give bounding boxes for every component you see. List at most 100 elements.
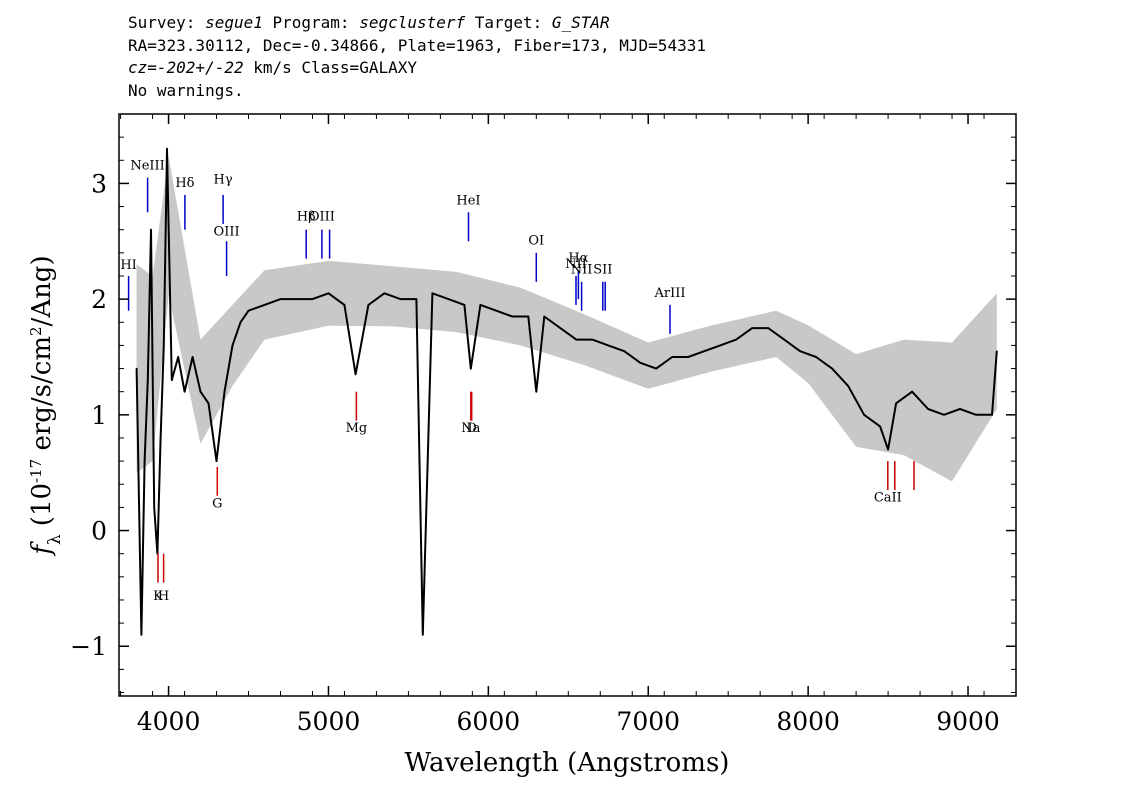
error-band-layer (136, 156, 997, 482)
program-value: segclusterf (359, 13, 466, 32)
emission-line-label: HI (120, 258, 136, 273)
cz-prefix: cz (128, 58, 148, 77)
flux-point (177, 356, 179, 358)
flux-point (215, 460, 218, 462)
flux-point (887, 448, 889, 451)
flux-point (996, 350, 998, 353)
emission-line-label: HeI (456, 193, 480, 208)
absorption-line-label: D (466, 421, 476, 436)
flux-point (959, 408, 961, 410)
y-tick-label: 2 (91, 285, 107, 314)
flux-point (447, 298, 450, 300)
flux-point (383, 292, 386, 295)
flux-error-band (136, 156, 997, 482)
emission-line-label: Hβ (297, 209, 316, 224)
flux-point (153, 506, 155, 509)
header-line-survey: Survey: segue1 Program: segclusterf Targ… (128, 12, 706, 35)
flux-point (767, 327, 769, 329)
flux-point (751, 327, 753, 329)
flux-point (415, 298, 418, 300)
target-label: Target: (465, 13, 552, 32)
flux-point (671, 356, 673, 358)
emission-line-label: NII (571, 263, 593, 278)
flux-point (147, 379, 149, 381)
y-tick-label: 3 (91, 169, 107, 198)
emission-line-label: OIII (214, 225, 240, 240)
flux-point (943, 414, 945, 416)
flux-point (431, 292, 434, 295)
flux-point (479, 304, 482, 306)
flux-point (991, 414, 993, 416)
cz-units-class: km/s Class=GALAXY (243, 58, 417, 77)
flux-point (470, 367, 472, 370)
flux-point (171, 379, 173, 381)
flux-point (799, 350, 801, 353)
flux-point (343, 304, 346, 306)
flux-point (735, 338, 737, 341)
flux-point (703, 350, 705, 353)
flux-layer (135, 147, 998, 636)
flux-point (239, 321, 242, 324)
flux-point (559, 327, 562, 329)
flux-point (591, 338, 594, 341)
flux-point (166, 147, 168, 150)
absorption-line-label: CaII (874, 491, 902, 506)
cz-value: =-202+/-22 (147, 58, 244, 77)
flux-point (191, 356, 194, 358)
y-tick-label: −1 (70, 632, 107, 661)
flux-point (279, 298, 282, 300)
flux-point (135, 367, 138, 370)
y-axis-units-exp-2: 2 (27, 326, 45, 336)
flux-point (399, 298, 402, 300)
flux-point (975, 414, 977, 416)
flux-point (231, 344, 234, 347)
flux-point (535, 390, 538, 393)
flux-point (831, 367, 833, 370)
absorption-line-label: G (212, 496, 222, 511)
survey-value: segue1 (205, 13, 263, 32)
x-tick-label: 6000 (457, 707, 521, 736)
x-tick-label: 5000 (297, 707, 361, 736)
program-label: Program: (262, 13, 360, 32)
flux-point (895, 402, 897, 405)
emission-line-label: OI (528, 234, 544, 249)
flux-point (183, 390, 186, 393)
header-line-warnings: No warnings. (128, 80, 244, 100)
emission-line-label: Hδ (175, 176, 194, 191)
emission-line-label: NeIII (130, 159, 164, 174)
y-axis-title-group: fλ(10-17 erg/s/cm2/Ang) (27, 255, 65, 556)
absorption-line-label: H (158, 589, 169, 604)
y-axis-units: (10 (27, 483, 57, 526)
flux-point (655, 367, 657, 370)
header-line-coordinates: RA=323.30112, Dec=-0.34866, Plate=1963, … (128, 35, 706, 55)
flux-point (367, 304, 370, 306)
x-tick-label: 8000 (776, 707, 840, 736)
emission-line-label: SII (593, 263, 612, 278)
x-tick-label: 4000 (137, 707, 201, 736)
flux-point (311, 298, 314, 300)
flux-point (847, 385, 849, 387)
y-axis-units-3: /Ang) (27, 255, 57, 326)
flux-point (143, 460, 146, 462)
x-tick-label: 9000 (936, 707, 1000, 736)
tick-layer: 4000 5000 6000 7000 8000 9000 −1 0 1 2 3 (70, 114, 1017, 736)
absorption-line-label: K (153, 589, 163, 604)
y-axis-title: fλ(10-17 erg/s/cm2/Ang) (27, 255, 65, 556)
flux-point (719, 344, 721, 347)
flux-point (927, 408, 929, 410)
flux-point (327, 292, 330, 295)
flux-point (159, 437, 162, 439)
flux-point (295, 298, 298, 300)
x-axis-title: Wavelength (Angstroms) (405, 748, 730, 778)
flux-point (354, 373, 357, 376)
emission-line-label: Hγ (214, 172, 233, 187)
flux-point (163, 344, 165, 347)
flux-point (247, 309, 250, 312)
flux-point (815, 356, 817, 358)
flux-point (575, 338, 578, 341)
flux-point (783, 338, 785, 341)
header-line-redshift: cz=-202+/-22 km/s Class=GALAXY (128, 57, 706, 80)
flux-point (150, 228, 152, 231)
